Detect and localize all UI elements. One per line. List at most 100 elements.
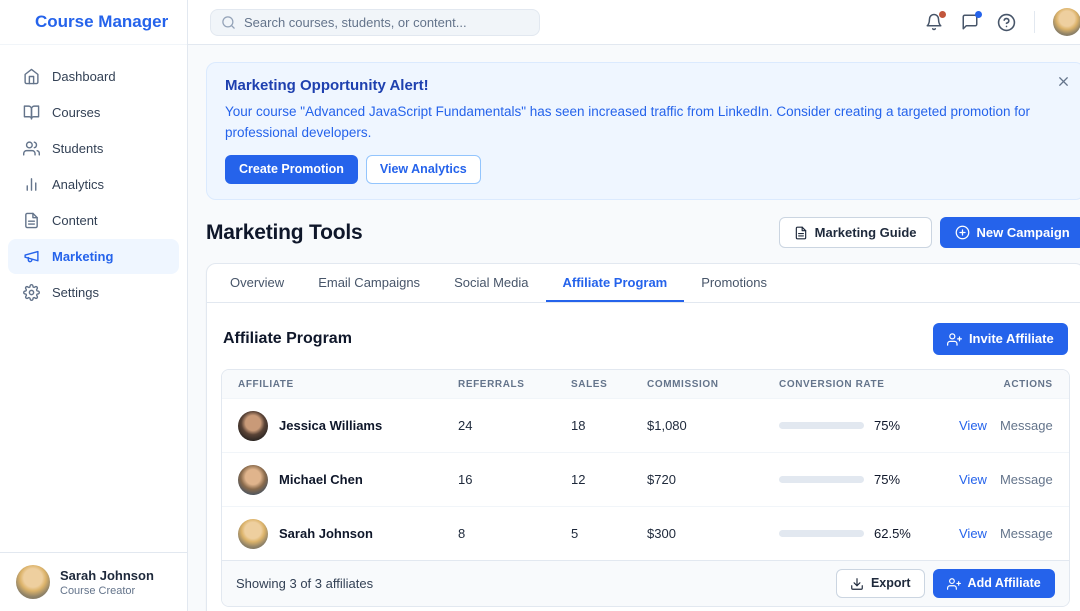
sidebar-item-label: Settings <box>52 285 99 300</box>
table-row: Sarah Johnson 8 5 $300 62.5% View Message <box>222 506 1069 561</box>
download-icon <box>850 577 864 591</box>
marketing-guide-button[interactable]: Marketing Guide <box>778 216 932 249</box>
affiliate-name: Sarah Johnson <box>279 526 373 542</box>
sidebar-item-marketing[interactable]: Marketing <box>8 239 179 274</box>
message-link[interactable]: Message <box>999 418 1053 434</box>
conversion-rate-value: 75% <box>874 472 901 488</box>
column-header-commission: Commission <box>647 378 719 390</box>
affiliate-avatar <box>238 464 268 495</box>
marketing-alert-banner: Marketing Opportunity Alert! Your course… <box>206 62 1080 200</box>
referrals-value: 16 <box>458 472 473 488</box>
export-button[interactable]: Export <box>835 569 925 599</box>
users-icon <box>23 140 40 157</box>
tab-affiliate-program[interactable]: Affiliate Program <box>545 264 685 303</box>
table-row: Jessica Williams 24 18 $1,080 75% View Me… <box>222 398 1069 453</box>
home-icon <box>23 68 40 85</box>
page-title: Marketing Tools <box>206 220 363 244</box>
sidebar-item-label: Marketing <box>52 249 114 264</box>
affiliate-avatar <box>238 410 268 441</box>
sales-value: 12 <box>571 472 586 488</box>
user-avatar <box>16 565 50 599</box>
affiliate-avatar <box>238 518 268 549</box>
help-button[interactable] <box>997 13 1016 32</box>
sidebar-user[interactable]: Sarah Johnson Course Creator <box>0 552 187 611</box>
messages-button[interactable] <box>961 11 982 31</box>
sidebar-item-courses[interactable]: Courses <box>8 95 179 130</box>
tab-email-campaigns[interactable]: Email Campaigns <box>318 275 421 291</box>
column-header-affiliate: Affiliate <box>238 378 294 390</box>
table-footer: Showing 3 of 3 affiliates Export <box>222 560 1069 607</box>
bell-icon <box>926 13 942 31</box>
sidebar-item-label: Dashboard <box>52 69 116 84</box>
tab-promotions[interactable]: Promotions <box>701 275 767 291</box>
sidebar-item-label: Analytics <box>52 177 105 192</box>
section-title: Affiliate Program <box>223 330 352 348</box>
notifications-button[interactable] <box>925 11 946 31</box>
close-icon[interactable] <box>1056 74 1071 89</box>
sidebar-item-settings[interactable]: Settings <box>8 275 179 310</box>
new-campaign-button[interactable]: New Campaign <box>939 216 1080 249</box>
search-input[interactable] <box>244 14 529 30</box>
sidebar-item-label: Content <box>52 213 98 228</box>
referrals-value: 8 <box>458 526 466 542</box>
message-link[interactable]: Message <box>999 526 1053 542</box>
view-link[interactable]: View <box>959 472 987 488</box>
commission-value: $300 <box>647 526 676 542</box>
create-promotion-button[interactable]: Create Promotion <box>225 154 358 184</box>
page-content: Marketing Opportunity Alert! Your course… <box>188 45 1080 611</box>
alert-title: Marketing Opportunity Alert! <box>225 77 429 94</box>
sales-value: 18 <box>571 418 586 434</box>
invite-affiliate-button[interactable]: Invite Affiliate <box>932 323 1068 356</box>
table-row: Michael Chen 16 12 $720 75% View Message <box>222 452 1069 507</box>
column-header-referrals: Referrals <box>458 378 525 390</box>
affiliate-name: Michael Chen <box>279 472 363 488</box>
file-text-icon <box>794 226 808 240</box>
topbar <box>188 0 1080 45</box>
user-plus-icon <box>946 332 962 347</box>
topbar-divider <box>1033 11 1035 33</box>
sidebar-nav: Dashboard Courses Students Analytics Con… <box>0 45 187 552</box>
view-analytics-button[interactable]: View Analytics <box>365 154 481 184</box>
sidebar: Course Manager Dashboard Courses Student… <box>0 0 188 611</box>
column-header-actions: Actions <box>1003 378 1053 390</box>
search-box[interactable] <box>210 8 540 36</box>
alert-message: Your course "Advanced JavaScript Fundame… <box>225 104 1031 140</box>
message-badge <box>974 11 982 18</box>
add-affiliate-button[interactable]: Add Affiliate <box>932 569 1055 599</box>
conversion-progress-bar <box>779 530 864 538</box>
search-icon <box>221 15 236 30</box>
referrals-value: 24 <box>458 418 473 434</box>
sidebar-item-students[interactable]: Students <box>8 131 179 166</box>
plus-circle-icon <box>955 225 970 240</box>
sidebar-item-dashboard[interactable]: Dashboard <box>8 59 179 94</box>
sidebar-item-label: Students <box>52 141 104 156</box>
sidebar-item-analytics[interactable]: Analytics <box>8 167 179 202</box>
sales-value: 5 <box>571 526 579 542</box>
conversion-rate-value: 75% <box>874 418 901 434</box>
affiliates-table: Affiliate Referrals Sales Commission Con… <box>221 369 1070 608</box>
marketing-tools-card: Overview Email Campaigns Social Media Af… <box>206 263 1080 611</box>
app-logo: Course Manager <box>0 0 187 45</box>
user-plus-icon <box>946 577 961 591</box>
conversion-progress-bar <box>779 422 864 430</box>
megaphone-icon <box>23 248 40 265</box>
sidebar-item-label: Courses <box>52 105 101 120</box>
view-link[interactable]: View <box>959 418 987 434</box>
tab-overview[interactable]: Overview <box>230 275 285 291</box>
tab-bar: Overview Email Campaigns Social Media Af… <box>207 264 1080 304</box>
bar-chart-icon <box>23 176 40 193</box>
column-header-conversion-rate: Conversion Rate <box>779 378 885 390</box>
user-name: Sarah Johnson <box>60 567 154 583</box>
affiliate-name: Jessica Williams <box>279 418 383 434</box>
table-header-row: Affiliate Referrals Sales Commission Con… <box>222 370 1069 399</box>
help-icon <box>997 13 1015 31</box>
commission-value: $720 <box>647 472 676 488</box>
message-link[interactable]: Message <box>999 472 1053 488</box>
gear-icon <box>23 284 40 301</box>
file-icon <box>23 212 40 229</box>
profile-avatar[interactable] <box>1052 8 1080 36</box>
sidebar-item-content[interactable]: Content <box>8 203 179 238</box>
view-link[interactable]: View <box>959 526 987 542</box>
tab-social-media[interactable]: Social Media <box>454 275 529 291</box>
commission-value: $1,080 <box>647 418 687 434</box>
